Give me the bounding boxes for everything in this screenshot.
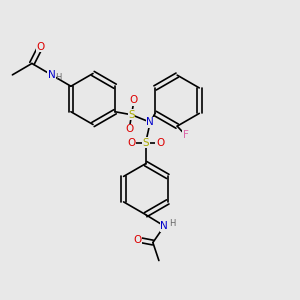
Text: O: O xyxy=(127,138,135,148)
Text: N: N xyxy=(146,117,154,127)
Text: F: F xyxy=(183,130,188,140)
Text: O: O xyxy=(133,235,141,244)
Text: O: O xyxy=(125,124,133,134)
Text: N: N xyxy=(160,221,168,231)
Text: O: O xyxy=(130,95,138,105)
Text: O: O xyxy=(36,42,44,52)
Text: O: O xyxy=(156,138,164,148)
Text: N: N xyxy=(47,70,55,80)
Text: S: S xyxy=(128,110,135,120)
Text: S: S xyxy=(142,138,149,148)
Text: H: H xyxy=(55,73,61,82)
Text: H: H xyxy=(169,219,176,228)
